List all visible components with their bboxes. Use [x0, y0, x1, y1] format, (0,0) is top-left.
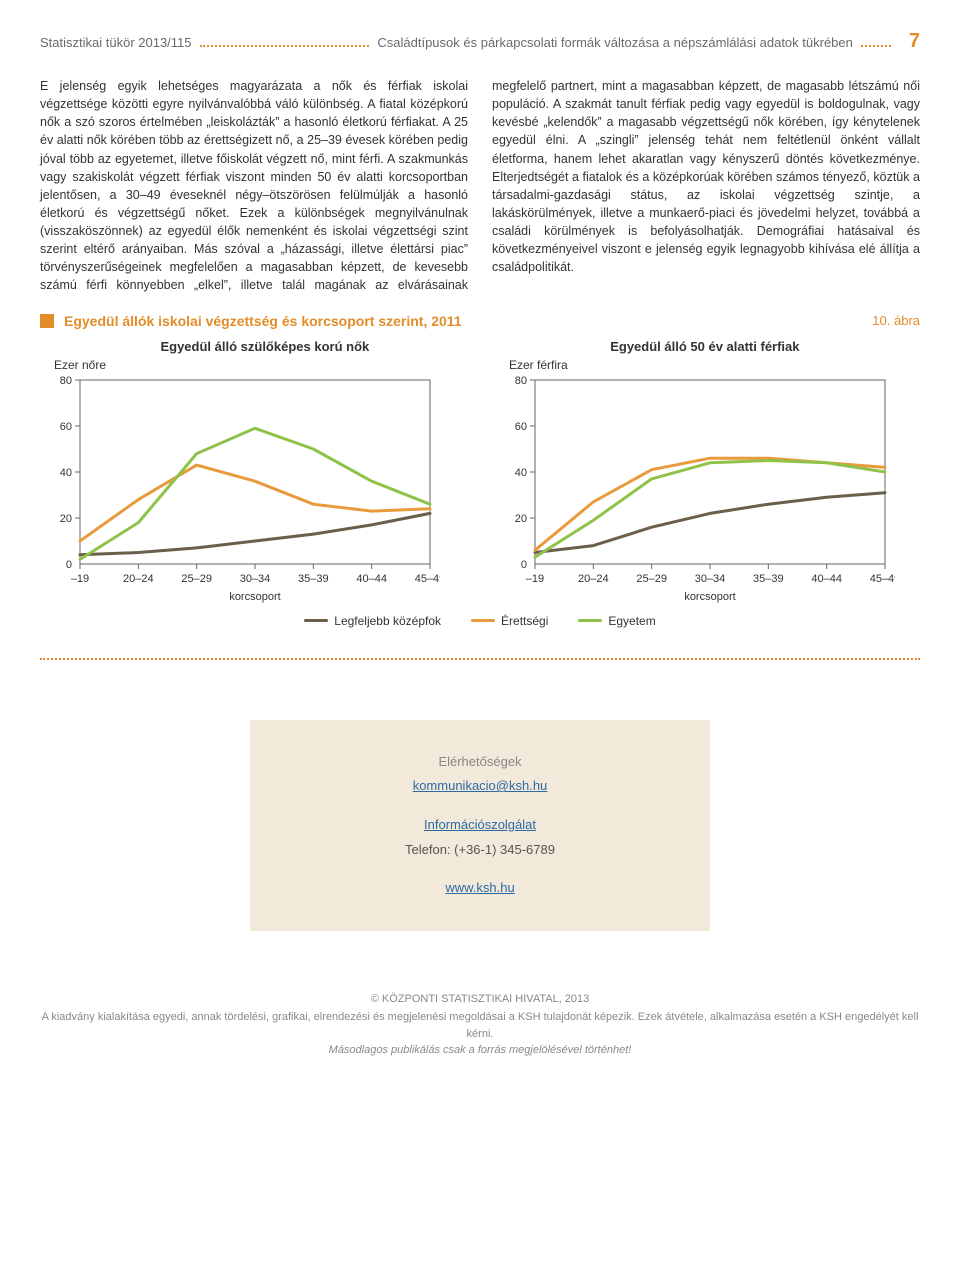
contact-box: Elérhetőségek kommunikacio@ksh.hu Inform… — [250, 720, 710, 931]
figure-title-row: Egyedül állók iskolai végzettség és korc… — [40, 313, 920, 329]
svg-text:0: 0 — [521, 559, 527, 571]
legend-item: Érettségi — [471, 614, 548, 628]
svg-text:20–24: 20–24 — [578, 573, 609, 585]
section-divider — [40, 658, 920, 660]
svg-text:80: 80 — [60, 375, 72, 387]
footer-line: A kiadvány kialakítása egyedi, annak tör… — [40, 1009, 920, 1042]
svg-text:20: 20 — [60, 513, 72, 525]
svg-text:25–29: 25–29 — [636, 573, 667, 585]
svg-text:45–49: 45–49 — [415, 573, 440, 585]
svg-text:–19: –19 — [526, 573, 544, 585]
header-right: Családtípusok és párkapcsolati formák vá… — [377, 35, 852, 50]
chart-right: 0 20 40 60 80 –19 20–24 25–29 30–34 35–39 40–44 45–… — [495, 374, 895, 604]
svg-text:40: 40 — [60, 467, 72, 479]
page-number: 7 — [909, 30, 920, 53]
svg-text:40–44: 40–44 — [356, 573, 387, 585]
svg-text:–19: –19 — [71, 573, 89, 585]
figure-bullet-icon — [40, 314, 54, 328]
header-left: Statisztikai tükör 2013/115 — [40, 35, 192, 50]
svg-text:0: 0 — [66, 559, 72, 571]
legend-label: Egyetem — [608, 614, 655, 628]
contact-heading: Elérhetőségek — [270, 750, 690, 775]
header-dots-2 — [861, 37, 891, 47]
svg-text:80: 80 — [515, 375, 527, 387]
svg-text:40: 40 — [515, 467, 527, 479]
subtitle-right: Egyedül álló 50 év alatti férfiak — [610, 339, 799, 354]
footer-copyright: © KÖZPONTI STATISZTIKAI HIVATAL, 2013 — [40, 991, 920, 1008]
chart-legend: Legfeljebb középfok Érettségi Egyetem — [40, 614, 920, 628]
svg-text:40–44: 40–44 — [811, 573, 842, 585]
figure-subtitles: Egyedül álló szülőképes korú nők Egyedül… — [40, 339, 920, 354]
svg-text:30–34: 30–34 — [695, 573, 726, 585]
legend-item: Legfeljebb középfok — [304, 614, 441, 628]
svg-text:60: 60 — [60, 421, 72, 433]
svg-text:60: 60 — [515, 421, 527, 433]
legend-label: Érettségi — [501, 614, 548, 628]
body-paragraph: E jelenség egyik lehetséges magyarázata … — [40, 77, 920, 295]
svg-text:korcsoport: korcsoport — [229, 591, 280, 603]
svg-text:30–34: 30–34 — [240, 573, 271, 585]
svg-text:25–29: 25–29 — [181, 573, 212, 585]
legend-label: Legfeljebb középfok — [334, 614, 441, 628]
legend-swatch — [578, 619, 602, 622]
subtitle-left: Egyedül álló szülőképes korú nők — [160, 339, 369, 354]
figure-title: Egyedül állók iskolai végzettség és korc… — [64, 313, 872, 329]
contact-site-link[interactable]: www.ksh.hu — [445, 880, 514, 895]
contact-email-link[interactable]: kommunikacio@ksh.hu — [413, 778, 548, 793]
svg-text:20–24: 20–24 — [123, 573, 154, 585]
y-axis-label-right: Ezer férfira — [509, 358, 920, 372]
legend-swatch — [471, 619, 495, 622]
chart-left: 0 20 40 60 80 –19 20–24 25–29 30–34 35–39 40–44 45–… — [40, 374, 440, 604]
header-dots — [200, 37, 370, 47]
svg-text:korcsoport: korcsoport — [684, 591, 735, 603]
page-header: Statisztikai tükör 2013/115 Családtípuso… — [40, 30, 920, 53]
svg-text:20: 20 — [515, 513, 527, 525]
figure-number-label: 10. ábra — [872, 313, 920, 328]
page-footer: © KÖZPONTI STATISZTIKAI HIVATAL, 2013 A … — [40, 991, 920, 1059]
footer-line-2: Másodlagos publikálás csak a forrás megj… — [40, 1042, 920, 1059]
legend-item: Egyetem — [578, 614, 655, 628]
contact-phone: Telefon: (+36-1) 345-6789 — [270, 838, 690, 863]
svg-text:35–39: 35–39 — [753, 573, 784, 585]
svg-text:45–49: 45–49 — [870, 573, 895, 585]
legend-swatch — [304, 619, 328, 622]
svg-text:35–39: 35–39 — [298, 573, 329, 585]
y-axis-label-left: Ezer nőre — [54, 358, 465, 372]
contact-info-link[interactable]: Információszolgálat — [424, 817, 536, 832]
